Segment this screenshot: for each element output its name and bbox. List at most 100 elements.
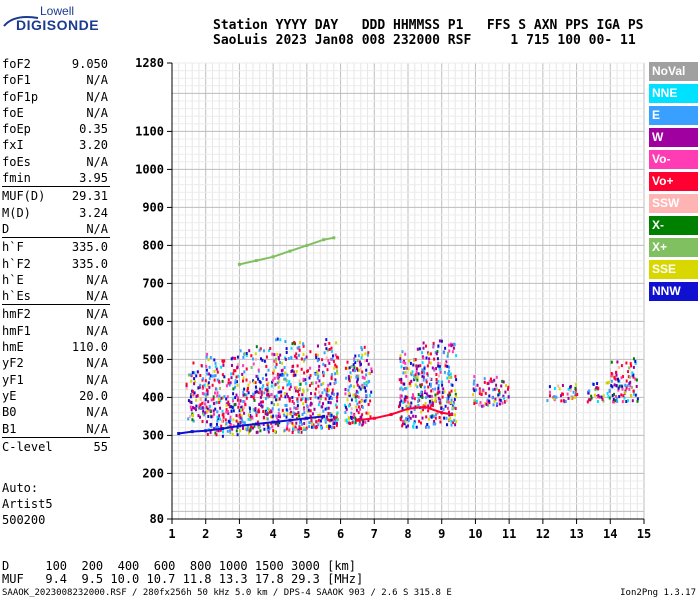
echo-dot	[399, 418, 402, 422]
echo-dot	[301, 393, 304, 397]
echo-dot	[305, 404, 308, 408]
echo-dot	[215, 433, 218, 437]
logo-line2: DIGISONDE	[16, 17, 100, 33]
trace-point	[221, 427, 225, 431]
echo-dot	[448, 391, 451, 395]
echo-dot	[193, 377, 196, 381]
echo-dot	[245, 428, 248, 432]
echo-dot	[444, 364, 447, 368]
echo-dot	[205, 355, 208, 359]
echo-dot	[416, 378, 419, 382]
echo-dot	[450, 419, 453, 423]
echo-dot	[246, 425, 249, 429]
echo-dot	[451, 350, 454, 354]
echo-dot	[215, 387, 218, 391]
echo-dot	[452, 406, 455, 410]
echo-dot	[279, 361, 281, 364]
echo-dot	[253, 398, 256, 402]
echo-dot	[253, 408, 256, 412]
trace-point	[237, 424, 241, 428]
echo-dot	[196, 394, 199, 398]
echo-dot	[494, 397, 497, 401]
echo-dot	[209, 374, 212, 378]
echo-dot	[446, 397, 449, 401]
echo-dot	[261, 405, 264, 409]
echo-dot	[309, 409, 312, 413]
y-tick-label: 600	[142, 314, 164, 328]
echo-dot	[302, 342, 305, 346]
echo-dot	[237, 422, 240, 426]
echo-dot	[218, 379, 220, 383]
echo-dot	[405, 425, 408, 429]
echo-dot	[453, 397, 456, 401]
echo-dot	[288, 380, 291, 384]
echo-dot	[419, 394, 422, 398]
echo-dot	[431, 366, 434, 370]
echo-dot	[214, 361, 217, 365]
echo-dot	[418, 419, 421, 423]
echo-dot	[434, 416, 437, 420]
echo-dot	[365, 368, 368, 372]
echo-dot	[200, 398, 203, 402]
echo-dot	[399, 387, 402, 391]
echo-dot	[495, 375, 498, 379]
echo-dot	[232, 399, 234, 403]
echo-dot	[560, 394, 562, 398]
echo-dot	[221, 409, 224, 413]
echo-dot	[574, 388, 577, 392]
echo-dot	[617, 379, 620, 383]
echo-dot	[481, 390, 484, 394]
echo-dot	[355, 389, 358, 393]
echo-dot	[333, 421, 336, 425]
echo-dot	[283, 392, 286, 395]
echo-dot	[254, 381, 257, 385]
echo-dot	[330, 346, 333, 350]
echo-dot	[229, 431, 232, 435]
echo-dot	[347, 388, 350, 392]
echo-dot	[276, 381, 279, 385]
echo-dot	[304, 378, 307, 382]
echo-dot	[436, 350, 439, 354]
echo-dot	[249, 413, 252, 417]
echo-dot	[195, 404, 198, 408]
legend-item-x-: X+	[649, 238, 698, 257]
echo-dot	[208, 385, 211, 389]
y-tick-label: 80	[150, 512, 164, 526]
echo-dot	[251, 416, 254, 420]
echo-dot	[242, 355, 245, 359]
echo-dot	[191, 390, 194, 394]
echo-dot	[449, 372, 452, 376]
echo-dot	[367, 362, 370, 366]
echo-dot	[222, 396, 224, 400]
echo-dot	[317, 423, 320, 427]
trace-point	[332, 236, 336, 240]
echo-dot	[429, 415, 432, 418]
echo-dot	[313, 407, 316, 411]
echo-dot	[432, 422, 435, 426]
echo-dot	[199, 374, 202, 377]
echo-dot	[270, 384, 273, 388]
echo-dot	[326, 415, 328, 419]
echo-dot	[424, 389, 427, 393]
echo-dot	[425, 425, 428, 429]
echo-dot	[226, 429, 229, 433]
echo-dot	[190, 401, 193, 404]
echo-dot	[401, 424, 404, 428]
echo-dot	[486, 399, 489, 403]
echo-dot	[288, 397, 291, 401]
echo-dot	[403, 400, 406, 404]
echo-dot	[309, 366, 312, 370]
echo-dot	[217, 397, 220, 401]
echo-dot	[243, 400, 246, 404]
echo-dot	[420, 391, 423, 395]
echo-dot	[279, 338, 282, 342]
echo-dot	[265, 378, 268, 382]
echo-dot	[449, 342, 452, 346]
echo-dot	[356, 359, 359, 363]
param-key: fmin	[2, 171, 31, 186]
echo-dot	[245, 378, 248, 382]
echo-dot	[370, 370, 373, 374]
echo-dot	[325, 419, 327, 423]
echo-dot	[268, 427, 271, 430]
echo-dot	[614, 377, 617, 381]
